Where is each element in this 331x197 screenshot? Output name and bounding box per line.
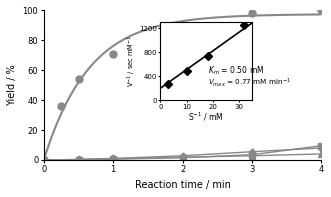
Y-axis label: Yield / %: Yield / % [7,64,17,106]
X-axis label: Reaction time / min: Reaction time / min [135,180,231,190]
